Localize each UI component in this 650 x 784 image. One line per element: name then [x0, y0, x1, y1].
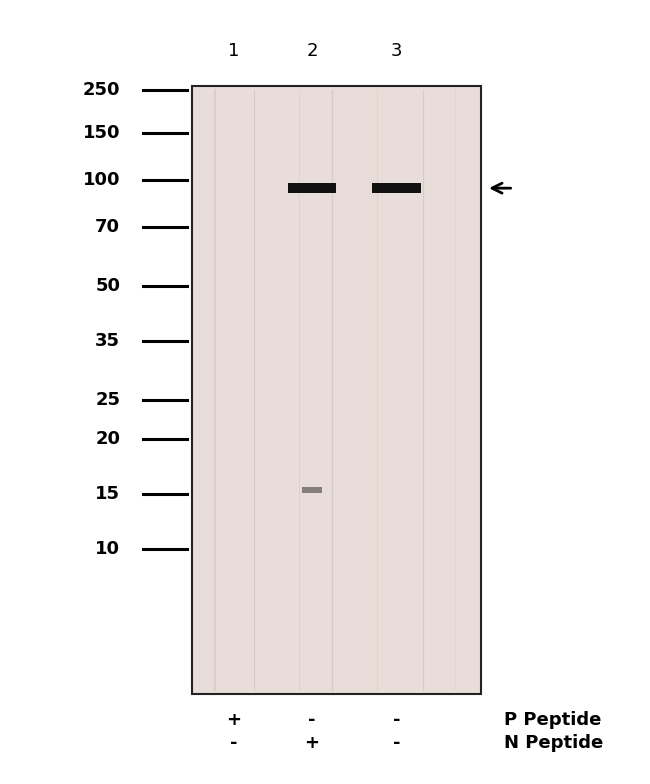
Text: N Peptide: N Peptide	[504, 735, 603, 752]
Text: 15: 15	[96, 485, 120, 503]
Text: 70: 70	[96, 219, 120, 236]
Text: 150: 150	[83, 125, 120, 142]
Text: P Peptide: P Peptide	[504, 711, 601, 728]
Text: 25: 25	[96, 391, 120, 408]
Text: 50: 50	[96, 278, 120, 295]
Text: 2: 2	[306, 42, 318, 60]
Text: 100: 100	[83, 172, 120, 189]
Bar	[372, 183, 421, 194]
Text: -: -	[308, 711, 316, 728]
Text: 35: 35	[96, 332, 120, 350]
Bar	[302, 487, 322, 493]
Text: -: -	[393, 735, 400, 752]
Text: 250: 250	[83, 82, 120, 99]
Text: -: -	[230, 735, 238, 752]
Text: 3: 3	[391, 42, 402, 60]
Bar	[192, 86, 481, 694]
Text: 20: 20	[96, 430, 120, 448]
Text: +: +	[304, 735, 320, 752]
Bar	[287, 183, 337, 194]
Text: +: +	[226, 711, 242, 728]
Text: 1: 1	[228, 42, 240, 60]
Text: -: -	[393, 711, 400, 728]
Text: 10: 10	[96, 540, 120, 557]
